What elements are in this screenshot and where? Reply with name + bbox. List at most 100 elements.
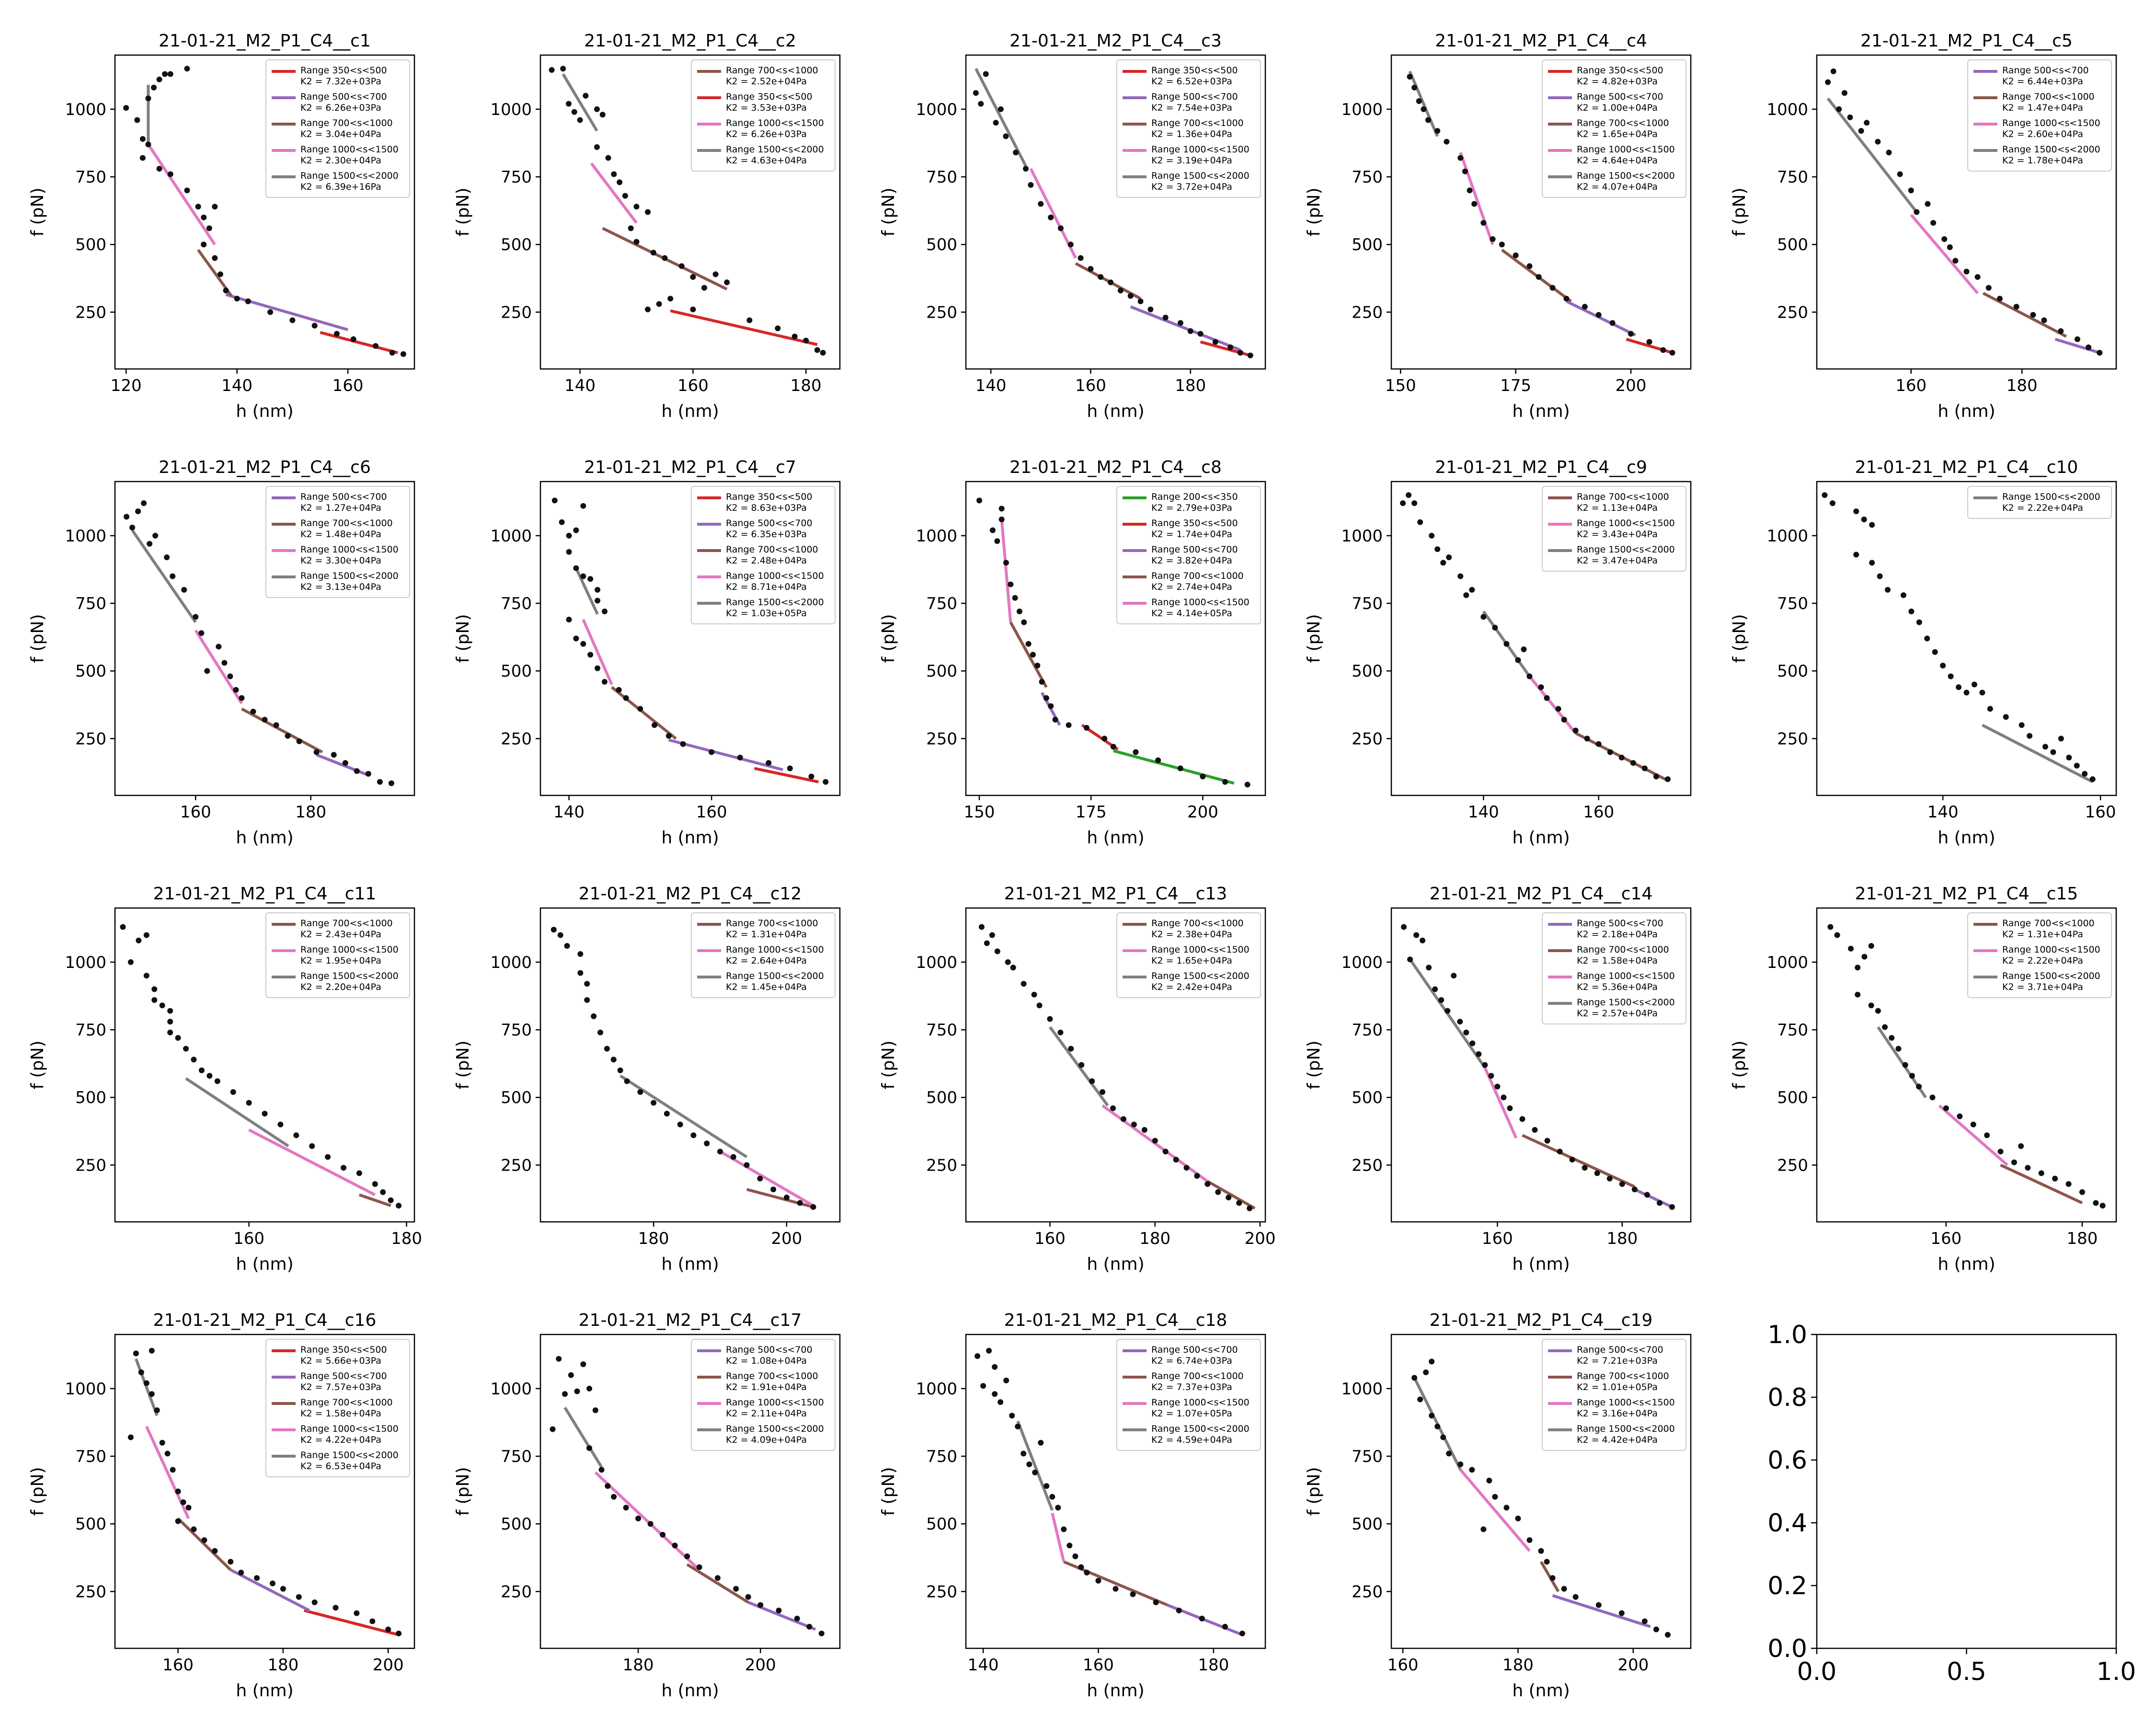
data-point bbox=[1864, 120, 1870, 126]
legend-range-label: Range 700<s<1000 bbox=[726, 1371, 818, 1381]
data-point bbox=[162, 71, 168, 77]
legend-range-label: Range 1500<s<2000 bbox=[1151, 1424, 1250, 1434]
fit-line-1500-2000 bbox=[185, 1077, 289, 1148]
y-tick-label: 250 bbox=[1352, 1156, 1383, 1175]
data-point bbox=[1025, 641, 1032, 647]
data-point bbox=[1987, 706, 1993, 712]
data-point bbox=[1641, 765, 1648, 771]
legend-k2-label: K2 = 2.22e+04Pa bbox=[2002, 955, 2083, 966]
legend-k2-label: K2 = 1.13e+04Pa bbox=[1577, 503, 1658, 513]
x-axis-label: h (nm) bbox=[236, 828, 293, 848]
data-point bbox=[797, 1200, 803, 1206]
data-point bbox=[808, 773, 814, 780]
data-point bbox=[757, 1175, 763, 1182]
data-point bbox=[645, 209, 651, 215]
data-point bbox=[998, 517, 1005, 523]
y-tick-label: 250 bbox=[501, 303, 532, 322]
data-point bbox=[975, 1353, 981, 1359]
y-tick-label: 750 bbox=[1352, 168, 1383, 187]
subplot-title: 21-01-21_M2_P1_C4__c19 bbox=[1430, 1311, 1653, 1330]
data-point bbox=[1886, 150, 1892, 156]
data-point bbox=[1875, 1008, 1881, 1014]
fit-line-500-700 bbox=[229, 1568, 310, 1612]
data-point bbox=[269, 1580, 275, 1587]
x-tick-label: 150 bbox=[964, 803, 995, 822]
data-point bbox=[191, 1526, 197, 1532]
data-point bbox=[141, 500, 147, 506]
data-point bbox=[1155, 757, 1161, 763]
x-tick-label: 200 bbox=[373, 1656, 404, 1675]
subplot-title: 21-01-21_M2_P1_C4__c2 bbox=[584, 31, 796, 51]
axes-frame bbox=[539, 907, 841, 1223]
data-point bbox=[794, 1615, 800, 1622]
data-point bbox=[1026, 1461, 1032, 1468]
y-axis-label: f (pN) bbox=[879, 614, 898, 663]
y-axis-label: f (pN) bbox=[453, 1467, 473, 1516]
data-point bbox=[1425, 117, 1431, 123]
data-point bbox=[175, 1518, 181, 1524]
y-tick-label: 1.0 bbox=[1767, 1321, 1807, 1349]
data-point bbox=[637, 706, 643, 712]
data-point bbox=[1822, 492, 1828, 498]
legend-k2-label: K2 = 6.44e+03Pa bbox=[2002, 76, 2083, 87]
data-point bbox=[1434, 128, 1441, 134]
data-point bbox=[1914, 209, 1920, 215]
data-point bbox=[803, 337, 809, 344]
data-point bbox=[331, 752, 337, 758]
data-point bbox=[1120, 1116, 1126, 1122]
data-point bbox=[1572, 727, 1579, 734]
x-tick-label: 180 bbox=[391, 1229, 422, 1248]
fit-line-350-500 bbox=[670, 309, 818, 346]
data-point bbox=[2038, 1170, 2044, 1176]
x-tick-label: 180 bbox=[1606, 1229, 1638, 1248]
y-tick-label: 750 bbox=[1352, 1447, 1383, 1466]
subplot-5: 21-01-21_M2_P1_C4__c5 160 180 250 500 750 1000… bbox=[1730, 31, 2117, 421]
fit-line-1500-2000 bbox=[1826, 97, 1918, 213]
data-point bbox=[354, 1610, 360, 1616]
data-point bbox=[1212, 339, 1218, 345]
data-point bbox=[704, 1140, 710, 1147]
data-point bbox=[1515, 1515, 1521, 1521]
data-point bbox=[1606, 1175, 1613, 1182]
data-point bbox=[810, 1204, 816, 1210]
fit-line-700-1000 bbox=[1539, 1561, 1560, 1592]
fit-line-700-1000 bbox=[1206, 1180, 1256, 1210]
fit-line-500-700 bbox=[1566, 300, 1636, 337]
data-point bbox=[313, 749, 320, 755]
data-point bbox=[212, 1548, 218, 1554]
legend-k2-label: K2 = 7.57e+03Pa bbox=[300, 1382, 381, 1392]
data-point bbox=[1030, 652, 1036, 658]
legend-k2-label: K2 = 6.26e+03Pa bbox=[726, 129, 807, 139]
data-point bbox=[1889, 1035, 1895, 1041]
data-point bbox=[145, 95, 151, 102]
subplot-title: 21-01-21_M2_P1_C4__c11 bbox=[153, 884, 377, 904]
x-tick-label: 160 bbox=[1482, 1229, 1513, 1248]
data-point bbox=[1853, 552, 1859, 558]
data-point bbox=[1147, 306, 1154, 312]
data-point bbox=[566, 532, 572, 539]
legend-range-label: Range 1500<s<2000 bbox=[300, 171, 399, 181]
legend-box bbox=[265, 1339, 410, 1477]
legend-range-label: Range 700<s<1000 bbox=[300, 118, 393, 128]
data-point bbox=[1401, 924, 1407, 930]
data-point bbox=[377, 779, 383, 785]
data-point bbox=[206, 1073, 213, 1079]
data-point bbox=[1100, 1089, 1106, 1095]
data-point bbox=[151, 986, 158, 992]
data-point bbox=[633, 239, 640, 245]
data-point bbox=[1112, 1586, 1119, 1592]
y-tick-label: 250 bbox=[926, 303, 957, 322]
legend-box bbox=[1542, 912, 1686, 1024]
x-tick-label: 180 bbox=[2067, 1229, 2098, 1248]
data-point bbox=[175, 1488, 181, 1495]
legend-box bbox=[691, 59, 836, 172]
data-point bbox=[167, 1019, 173, 1025]
y-tick-label: 1000 bbox=[1341, 527, 1383, 546]
data-point bbox=[1044, 1483, 1050, 1489]
data-point bbox=[986, 1347, 992, 1354]
data-point bbox=[998, 1399, 1004, 1405]
data-point bbox=[1247, 352, 1253, 358]
data-point bbox=[1003, 133, 1009, 139]
data-point bbox=[1153, 1599, 1159, 1606]
data-point bbox=[228, 1559, 234, 1565]
